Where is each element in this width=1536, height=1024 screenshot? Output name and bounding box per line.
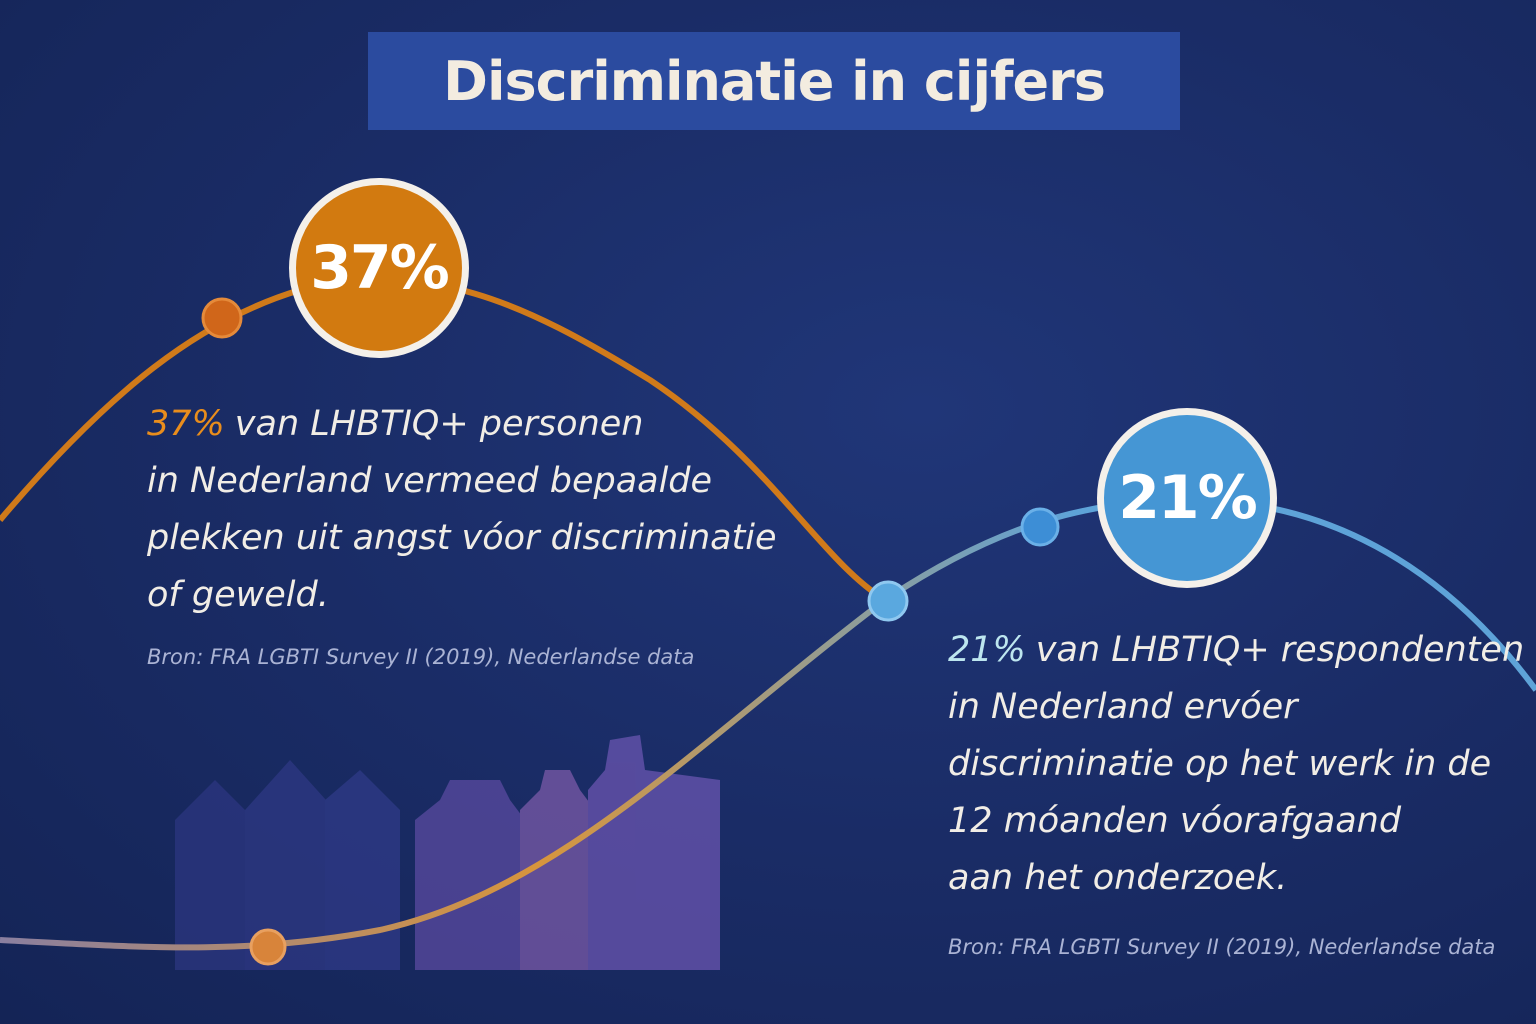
text-line: aan het onderzoek.	[948, 850, 1524, 907]
highlight: 21%	[948, 630, 1026, 670]
stat-text: 21% van LHBTIQ+ respondenten in Nederland …	[948, 622, 1524, 907]
text-line: 21% van LHBTIQ+ respondenten	[948, 622, 1524, 679]
stat-badge: 21%	[1097, 408, 1277, 588]
line-text: of geweld.	[147, 575, 329, 615]
title-box: Discriminatie in cijfers	[368, 32, 1180, 130]
text-line: in Nederland ervóer	[948, 679, 1524, 736]
line-text: van LHBTIQ+ respondenten	[1035, 630, 1525, 670]
line-text: van LHBTIQ+ personen	[234, 404, 644, 444]
source: Bron: FRA LGBTI Survey II (2019), Nederl…	[147, 645, 695, 669]
line-text: 12 móanden vóorafgaand	[948, 801, 1402, 841]
text-line: in Nederland vermeed bepaalde	[147, 453, 777, 510]
text-line: discriminatie op het werk in de	[948, 736, 1524, 793]
line-text: in Nederland ervóer	[948, 687, 1298, 727]
line-text: discriminatie op het werk in de	[948, 744, 1492, 784]
line-text: aan het onderzoek.	[948, 858, 1288, 898]
text-line: of geweld.	[147, 567, 777, 624]
text-line: 12 móanden vóorafgaand	[948, 793, 1524, 850]
stat-badge: 37%	[289, 178, 469, 358]
houses	[175, 735, 720, 970]
source: Bron: FRA LGBTI Survey II (2019), Nederl…	[948, 935, 1496, 959]
text-line: plekken uit angst vóor discriminatie	[147, 510, 777, 567]
highlight: 37%	[147, 404, 225, 444]
line-text: in Nederland vermeed bepaalde	[147, 461, 713, 501]
line-text: plekken uit angst vóor discriminatie	[147, 518, 777, 558]
stat-text: 37% van LHBTIQ+ personen in Nederland verm…	[147, 396, 777, 624]
text-line: 37% van LHBTIQ+ personen	[147, 396, 777, 453]
title: Discriminatie in cijfers	[443, 49, 1106, 113]
